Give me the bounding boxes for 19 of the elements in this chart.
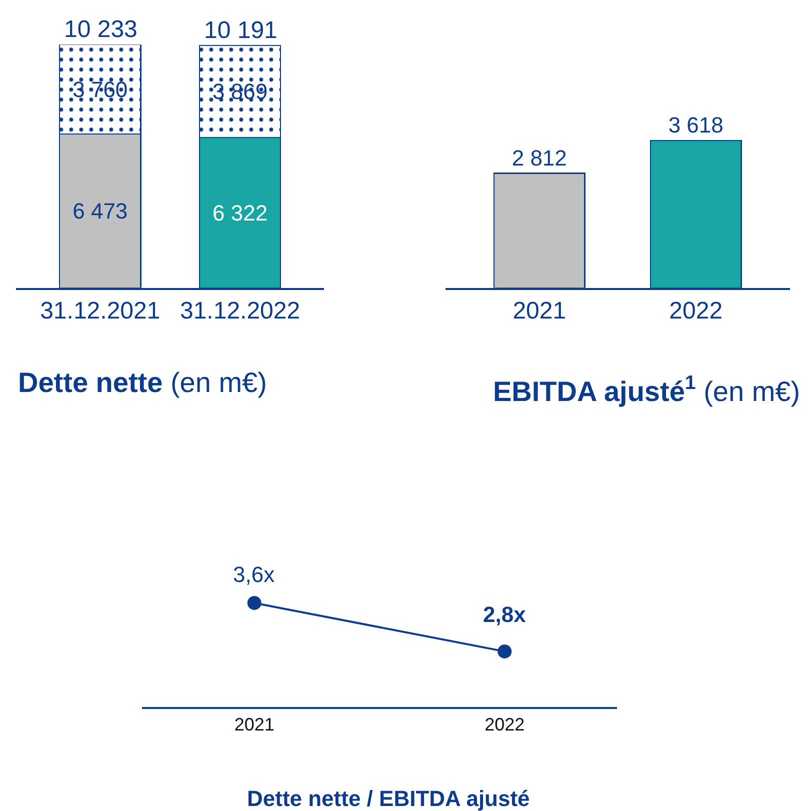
data-label: 6 473 bbox=[72, 198, 128, 224]
data-label: 3 618 bbox=[668, 112, 724, 138]
x-tick-label: 31.12.2022 bbox=[180, 297, 300, 324]
data-label: 3,6x bbox=[233, 562, 275, 587]
x-tick-label: 31.12.2021 bbox=[40, 297, 160, 324]
data-label: 2 812 bbox=[512, 145, 567, 170]
text: EBITDA ajusté$^{1}$ bbox=[493, 372, 696, 407]
x-tick-label: 2022 bbox=[669, 297, 723, 324]
text: Dette nette / EBITDA ajusté bbox=[247, 786, 530, 811]
text: Dette nette bbox=[18, 367, 163, 398]
total-label: 10 233 bbox=[64, 16, 138, 43]
x-tick-label: 2021 bbox=[234, 714, 274, 735]
data-label: 2,8x bbox=[483, 602, 527, 627]
text: (en m€) bbox=[170, 367, 267, 398]
text: (en m€) bbox=[704, 376, 800, 407]
data-label: 6 322 bbox=[212, 200, 268, 226]
x-tick-label: 2021 bbox=[512, 297, 566, 324]
x-tick-label: 2022 bbox=[484, 714, 525, 735]
total-label: 10 191 bbox=[204, 17, 278, 44]
